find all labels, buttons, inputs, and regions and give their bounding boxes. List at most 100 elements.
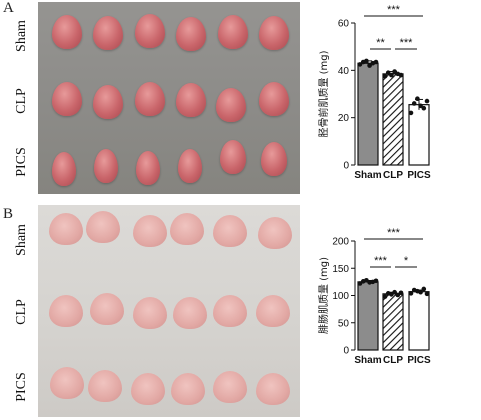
y-axis-label: 腓肠肌质量 (mg) xyxy=(318,257,330,334)
data-point xyxy=(398,72,404,78)
y-axis-label: 胫骨前肌质量 (mg) xyxy=(317,50,330,137)
y-tick-label: 20 xyxy=(338,113,350,124)
data-point xyxy=(424,98,430,104)
bar-sham xyxy=(357,62,379,166)
chart-b: 0 50 100 150 200 腓肠肌质量 (mg) Sham CLP PICS *** *** * xyxy=(305,222,477,412)
data-point xyxy=(418,103,423,109)
muscle-sample xyxy=(94,149,118,183)
y-tick-label: 200 xyxy=(332,237,349,248)
panel-a-letter: A xyxy=(3,0,14,16)
muscle-sample xyxy=(213,295,247,327)
muscle-sample xyxy=(213,371,247,403)
x-tick-label: Sham xyxy=(354,170,381,181)
panel-b-photo xyxy=(38,205,300,417)
significance-label: *** xyxy=(400,37,414,49)
muscle-sample xyxy=(171,373,205,405)
muscle-sample xyxy=(135,14,165,48)
chart-a: 0 20 40 60 胫骨前肌质量 (mg) Sham CLP PICS *** ** *** xyxy=(305,2,477,196)
y-tick-label: 100 xyxy=(332,291,349,302)
data-point xyxy=(421,286,427,292)
row-label-clp: CLP xyxy=(14,299,29,325)
bar-clp xyxy=(382,293,404,351)
row-label-sham: Sham xyxy=(14,20,29,52)
significance-label: *** xyxy=(374,255,388,267)
muscle-sample xyxy=(256,295,290,327)
muscle-sample xyxy=(178,149,202,183)
data-point xyxy=(385,70,391,75)
significance-label: *** xyxy=(387,4,401,16)
data-point xyxy=(418,289,423,295)
muscle-sample xyxy=(50,367,84,399)
data-point xyxy=(415,96,420,102)
muscle-sample xyxy=(88,370,122,402)
muscle-sample xyxy=(133,215,167,247)
significance-label: ** xyxy=(376,37,385,49)
muscle-sample xyxy=(52,15,82,49)
significance-label: * xyxy=(404,255,409,267)
y-tick-label: 0 xyxy=(343,346,349,357)
data-point xyxy=(421,105,427,111)
muscle-sample xyxy=(259,16,289,50)
muscle-sample xyxy=(173,297,207,329)
muscle-sample xyxy=(90,293,124,325)
x-tick-label: PICS xyxy=(407,170,431,181)
data-point xyxy=(382,294,388,299)
muscle-sample xyxy=(93,85,123,119)
data-point xyxy=(392,289,397,295)
muscle-sample xyxy=(49,295,83,327)
row-label-pics: PICS xyxy=(14,147,29,177)
bar-pics xyxy=(408,291,430,351)
muscle-sample xyxy=(52,82,82,116)
data-point xyxy=(424,291,430,297)
row-label-sham: Sham xyxy=(14,224,29,256)
data-point xyxy=(408,291,414,296)
muscle-sample xyxy=(218,15,248,49)
y-tick-label: 60 xyxy=(338,19,350,30)
muscle-sample xyxy=(261,142,287,176)
data-point xyxy=(367,63,372,68)
muscle-sample xyxy=(93,16,123,50)
muscle-sample xyxy=(213,215,247,247)
row-label-pics: PICS xyxy=(14,372,29,402)
muscle-sample xyxy=(86,211,120,243)
data-point xyxy=(382,73,388,79)
x-tick-label: CLP xyxy=(383,170,403,181)
x-tick-label: Sham xyxy=(354,355,381,366)
muscle-sample xyxy=(176,83,206,117)
muscle-sample xyxy=(259,82,289,116)
muscle-sample xyxy=(133,297,167,329)
bar-clp xyxy=(382,73,404,166)
bar-sham xyxy=(357,281,379,351)
x-tick-label: CLP xyxy=(383,355,403,366)
data-point xyxy=(357,62,363,67)
data-point xyxy=(408,110,414,116)
significance-label: *** xyxy=(387,227,401,239)
y-tick-label: 150 xyxy=(332,264,349,275)
muscle-sample xyxy=(256,373,290,405)
muscle-sample xyxy=(135,82,165,116)
muscle-sample xyxy=(131,373,165,405)
muscle-sample xyxy=(258,217,292,249)
muscle-sample xyxy=(136,151,160,185)
x-tick-label: PICS xyxy=(407,355,431,366)
y-tick-label: 50 xyxy=(338,318,350,329)
data-point xyxy=(389,72,394,78)
muscle-sample xyxy=(52,152,76,186)
data-point xyxy=(398,290,404,296)
row-label-clp: CLP xyxy=(14,88,29,114)
muscle-sample xyxy=(220,140,246,174)
data-point xyxy=(364,58,369,64)
muscle-sample xyxy=(170,213,204,245)
data-point xyxy=(373,59,379,65)
data-point xyxy=(411,101,417,106)
data-point xyxy=(392,69,397,74)
panel-b-letter: B xyxy=(3,206,14,222)
muscle-sample xyxy=(49,213,83,245)
y-tick-label: 40 xyxy=(338,66,350,77)
muscle-sample xyxy=(216,88,246,122)
data-point xyxy=(373,278,379,284)
panel-a-photo xyxy=(38,2,300,194)
y-tick-label: 0 xyxy=(343,161,349,172)
